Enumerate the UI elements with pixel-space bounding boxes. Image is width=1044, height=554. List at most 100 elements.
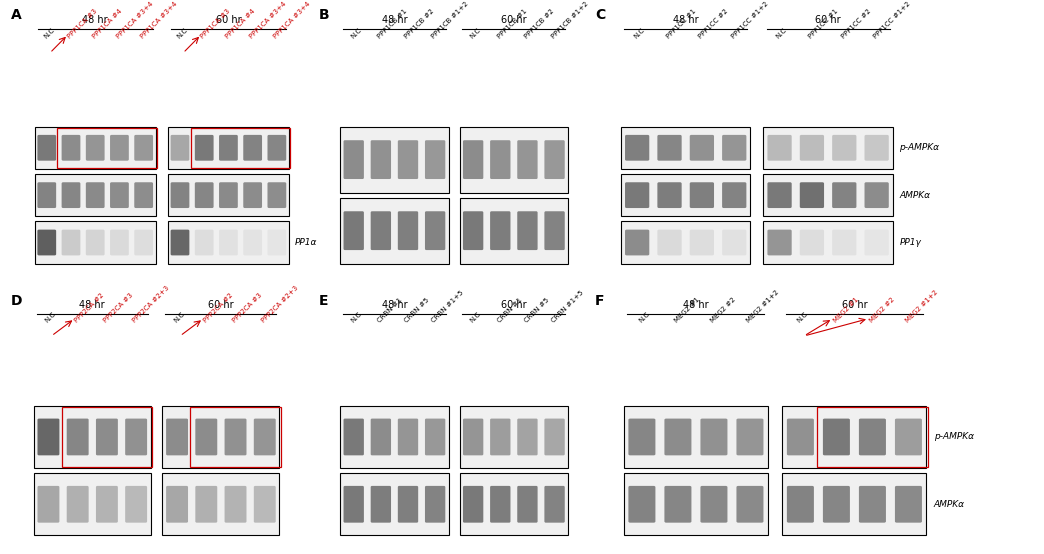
Text: PPP2CA #2: PPP2CA #2 bbox=[203, 292, 234, 324]
Text: N.C: N.C bbox=[44, 311, 57, 324]
FancyBboxPatch shape bbox=[195, 229, 214, 255]
FancyBboxPatch shape bbox=[371, 211, 392, 250]
Bar bbox=[34, 174, 156, 216]
FancyBboxPatch shape bbox=[224, 419, 246, 455]
Bar bbox=[459, 127, 568, 192]
FancyBboxPatch shape bbox=[224, 486, 246, 522]
FancyBboxPatch shape bbox=[864, 182, 888, 208]
Text: F: F bbox=[595, 294, 604, 307]
Text: 60 hr: 60 hr bbox=[208, 300, 234, 310]
FancyBboxPatch shape bbox=[832, 135, 856, 161]
FancyBboxPatch shape bbox=[859, 486, 886, 522]
FancyBboxPatch shape bbox=[823, 486, 850, 522]
Bar bbox=[782, 406, 926, 468]
FancyBboxPatch shape bbox=[736, 419, 763, 455]
FancyBboxPatch shape bbox=[67, 486, 89, 522]
Text: PPP1CC #1+2: PPP1CC #1+2 bbox=[873, 1, 911, 40]
FancyBboxPatch shape bbox=[243, 229, 262, 255]
FancyBboxPatch shape bbox=[736, 486, 763, 522]
Text: PPP1CA #4: PPP1CA #4 bbox=[91, 8, 123, 40]
Text: PPP1CB #2: PPP1CB #2 bbox=[404, 8, 435, 40]
FancyBboxPatch shape bbox=[86, 182, 104, 208]
FancyBboxPatch shape bbox=[722, 182, 746, 208]
Bar bbox=[624, 406, 768, 468]
Text: MEG2 #1: MEG2 #1 bbox=[832, 296, 859, 324]
FancyBboxPatch shape bbox=[398, 419, 419, 455]
FancyBboxPatch shape bbox=[864, 135, 888, 161]
FancyBboxPatch shape bbox=[38, 182, 56, 208]
FancyBboxPatch shape bbox=[800, 135, 824, 161]
FancyBboxPatch shape bbox=[544, 419, 565, 455]
Bar bbox=[459, 473, 568, 535]
FancyBboxPatch shape bbox=[628, 486, 656, 522]
Text: N.C: N.C bbox=[175, 27, 189, 40]
FancyBboxPatch shape bbox=[658, 182, 682, 208]
Bar bbox=[621, 127, 751, 169]
FancyBboxPatch shape bbox=[170, 135, 189, 161]
Text: A: A bbox=[10, 8, 21, 22]
Text: CRBN #1: CRBN #1 bbox=[377, 296, 404, 324]
FancyBboxPatch shape bbox=[219, 182, 238, 208]
Bar bbox=[459, 406, 568, 468]
Text: 60 hr: 60 hr bbox=[815, 16, 840, 25]
FancyBboxPatch shape bbox=[67, 419, 89, 455]
FancyBboxPatch shape bbox=[166, 419, 188, 455]
FancyBboxPatch shape bbox=[517, 486, 538, 522]
FancyBboxPatch shape bbox=[490, 486, 511, 522]
FancyBboxPatch shape bbox=[86, 135, 104, 161]
Text: 48 hr: 48 hr bbox=[673, 16, 698, 25]
Text: p-AMPKα: p-AMPKα bbox=[899, 143, 940, 152]
FancyBboxPatch shape bbox=[166, 486, 188, 522]
FancyBboxPatch shape bbox=[544, 140, 565, 179]
FancyBboxPatch shape bbox=[219, 135, 238, 161]
Bar bbox=[168, 174, 289, 216]
Text: 60 hr: 60 hr bbox=[216, 16, 241, 25]
FancyBboxPatch shape bbox=[267, 182, 286, 208]
FancyBboxPatch shape bbox=[517, 419, 538, 455]
Text: AMPKα: AMPKα bbox=[899, 191, 930, 199]
FancyBboxPatch shape bbox=[135, 229, 153, 255]
Text: N.C: N.C bbox=[469, 27, 481, 40]
FancyBboxPatch shape bbox=[490, 211, 511, 250]
FancyBboxPatch shape bbox=[658, 135, 682, 161]
Text: PPP1CB #1: PPP1CB #1 bbox=[377, 8, 408, 40]
FancyBboxPatch shape bbox=[690, 135, 714, 161]
FancyBboxPatch shape bbox=[38, 486, 60, 522]
Text: PPP1CC #2: PPP1CC #2 bbox=[840, 8, 872, 40]
Text: CRBN #1+5: CRBN #1+5 bbox=[550, 289, 585, 324]
FancyBboxPatch shape bbox=[62, 182, 80, 208]
Bar bbox=[163, 473, 280, 535]
FancyBboxPatch shape bbox=[371, 419, 392, 455]
Bar bbox=[621, 174, 751, 216]
Text: D: D bbox=[10, 294, 22, 307]
Bar bbox=[763, 174, 893, 216]
Text: N.C: N.C bbox=[633, 27, 646, 40]
FancyBboxPatch shape bbox=[38, 419, 60, 455]
Text: MEG2 #2: MEG2 #2 bbox=[710, 296, 737, 324]
Text: PPP1CB #1+2: PPP1CB #1+2 bbox=[431, 1, 470, 40]
FancyBboxPatch shape bbox=[243, 182, 262, 208]
FancyBboxPatch shape bbox=[462, 211, 483, 250]
FancyBboxPatch shape bbox=[195, 135, 214, 161]
FancyBboxPatch shape bbox=[787, 486, 814, 522]
FancyBboxPatch shape bbox=[96, 419, 118, 455]
Text: PPP1CB #1+2: PPP1CB #1+2 bbox=[550, 1, 590, 40]
Text: MEG2 #1: MEG2 #1 bbox=[673, 296, 702, 324]
Text: AMPKα: AMPKα bbox=[933, 500, 965, 509]
FancyBboxPatch shape bbox=[895, 419, 922, 455]
Bar bbox=[340, 473, 449, 535]
Bar bbox=[782, 473, 926, 535]
FancyBboxPatch shape bbox=[701, 419, 728, 455]
FancyBboxPatch shape bbox=[195, 419, 217, 455]
FancyBboxPatch shape bbox=[864, 229, 888, 255]
FancyBboxPatch shape bbox=[517, 211, 538, 250]
Text: B: B bbox=[318, 8, 329, 22]
FancyBboxPatch shape bbox=[267, 229, 286, 255]
Bar bbox=[459, 198, 568, 264]
FancyBboxPatch shape bbox=[664, 486, 691, 522]
FancyBboxPatch shape bbox=[462, 486, 483, 522]
Bar bbox=[168, 222, 289, 264]
FancyBboxPatch shape bbox=[425, 486, 446, 522]
Text: CRBN #1: CRBN #1 bbox=[496, 296, 523, 324]
FancyBboxPatch shape bbox=[895, 486, 922, 522]
